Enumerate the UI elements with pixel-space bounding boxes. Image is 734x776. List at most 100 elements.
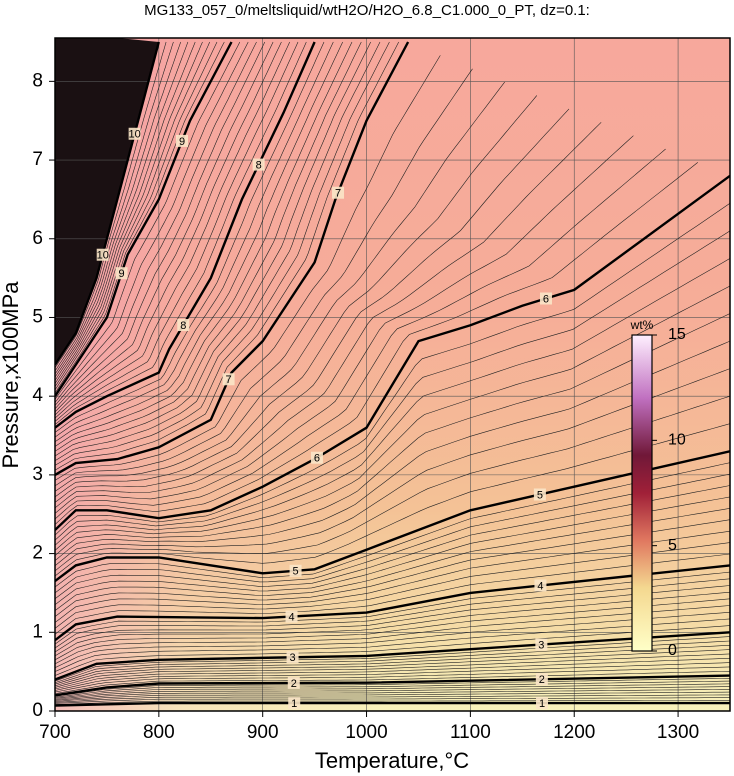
colorbar [631, 334, 653, 652]
contour-label-bg [286, 651, 299, 664]
minor-contour [55, 41, 189, 378]
minor-contour [55, 578, 730, 649]
minor-contour [55, 625, 730, 676]
minor-contour [55, 41, 210, 387]
minor-contour [55, 571, 730, 645]
colorbar-tick-label: 0 [668, 642, 677, 659]
minor-contour [55, 485, 730, 600]
colorbar-tick-label: 10 [668, 432, 686, 449]
x-tick-label: 700 [39, 722, 71, 743]
contour-label: 1 [291, 698, 297, 710]
contour-label-bg [115, 267, 128, 280]
minor-contour [55, 473, 730, 594]
contour-line [55, 674, 730, 697]
contour-label-bg [288, 697, 301, 710]
minor-contour [55, 689, 730, 701]
contour-label: 6 [314, 453, 320, 465]
minor-contour [55, 636, 730, 682]
minor-contour [55, 108, 570, 503]
minor-contour [55, 41, 390, 466]
contour-label: 8 [256, 159, 262, 171]
y-tick-label: 4 [32, 385, 43, 406]
minor-contour [55, 423, 730, 577]
minor-contour [55, 598, 730, 661]
chart-title: MG133_057_0/meltsliquid/wtH2O/H2O_6.8_C1… [144, 2, 590, 19]
x-tick-label: 800 [143, 722, 175, 743]
colorbar-tick-label: 15 [668, 326, 686, 343]
contour-line [55, 41, 160, 366]
contour-label-bg [96, 248, 109, 261]
contour-line [55, 631, 730, 681]
minor-contour [55, 55, 441, 481]
minor-contour [55, 41, 399, 471]
y-tick-label: 7 [32, 149, 43, 170]
plot-area: 1 1 2 2 3 3 4 4 5 5 6 6 7 7 8 8 9 9 10 10 [55, 38, 730, 711]
axes: 700 800 900 1000 1100 1200 1300012345678wt%051… [32, 37, 731, 743]
contour-label: 2 [291, 678, 297, 690]
contour-label: 9 [118, 268, 124, 280]
x-tick-label: 1100 [450, 722, 491, 743]
minor-contour [55, 313, 730, 556]
minor-contour [55, 41, 249, 403]
minor-contour [55, 605, 730, 665]
minor-contour [55, 686, 730, 700]
minor-contour [55, 691, 730, 702]
contour-label: 7 [335, 188, 341, 200]
y-tick-label: 3 [32, 464, 43, 485]
minor-contour [55, 41, 274, 413]
contour-label: 4 [288, 612, 294, 624]
x-tick-label: 1300 [657, 722, 699, 743]
minor-contour [55, 41, 299, 422]
contour-label: 10 [97, 250, 109, 262]
minor-contour [55, 41, 282, 416]
y-tick-label: 1 [32, 621, 43, 642]
minor-contour [55, 618, 730, 672]
minor-contour [55, 41, 371, 457]
contour-label: 10 [129, 129, 141, 141]
contour-label-bg [535, 673, 548, 686]
minor-contour [55, 41, 203, 384]
contour-label-bg [289, 564, 302, 577]
minor-contour [55, 41, 290, 419]
minor-contour [55, 203, 730, 536]
minor-contour [55, 162, 698, 525]
plot-frame [54, 37, 731, 712]
minor-contour [55, 683, 730, 699]
minor-contour [55, 700, 730, 705]
contour-label: 3 [289, 652, 295, 664]
contour-label: 9 [179, 136, 185, 148]
y-tick-label: 6 [32, 228, 43, 249]
contour-label-bg [332, 186, 345, 199]
minor-contour [55, 41, 353, 447]
contour-label-bg [310, 451, 323, 464]
minor-contour [55, 41, 225, 394]
minor-contour [55, 41, 174, 372]
minor-contour [55, 340, 730, 561]
minor-contour [55, 41, 196, 381]
contour-label-bg [287, 676, 300, 689]
minor-contour [55, 519, 730, 617]
minor-contour [55, 285, 730, 551]
x-tick-label: 1000 [345, 722, 387, 743]
contour-line [55, 564, 730, 642]
contour-label: 1 [539, 698, 545, 710]
minor-contour [55, 395, 730, 572]
y-tick-label: 2 [32, 543, 43, 564]
contour-label-bg [252, 158, 265, 171]
y-tick-label: 8 [32, 70, 43, 91]
contour-label-bg [539, 292, 552, 305]
minor-contour [55, 368, 730, 567]
minor-contour [55, 662, 730, 691]
minor-contour [55, 41, 343, 443]
minor-contour [55, 258, 730, 546]
contour-label-bg [128, 127, 141, 140]
contour-label: 2 [539, 674, 545, 686]
minor-contour [55, 81, 505, 492]
minor-contour [55, 41, 325, 433]
x-axis-label: Temperature,°C [315, 748, 469, 773]
minor-contour [55, 41, 381, 461]
contour-label-bg [285, 610, 298, 623]
minor-contour [55, 95, 538, 498]
minor-contour [55, 530, 730, 623]
